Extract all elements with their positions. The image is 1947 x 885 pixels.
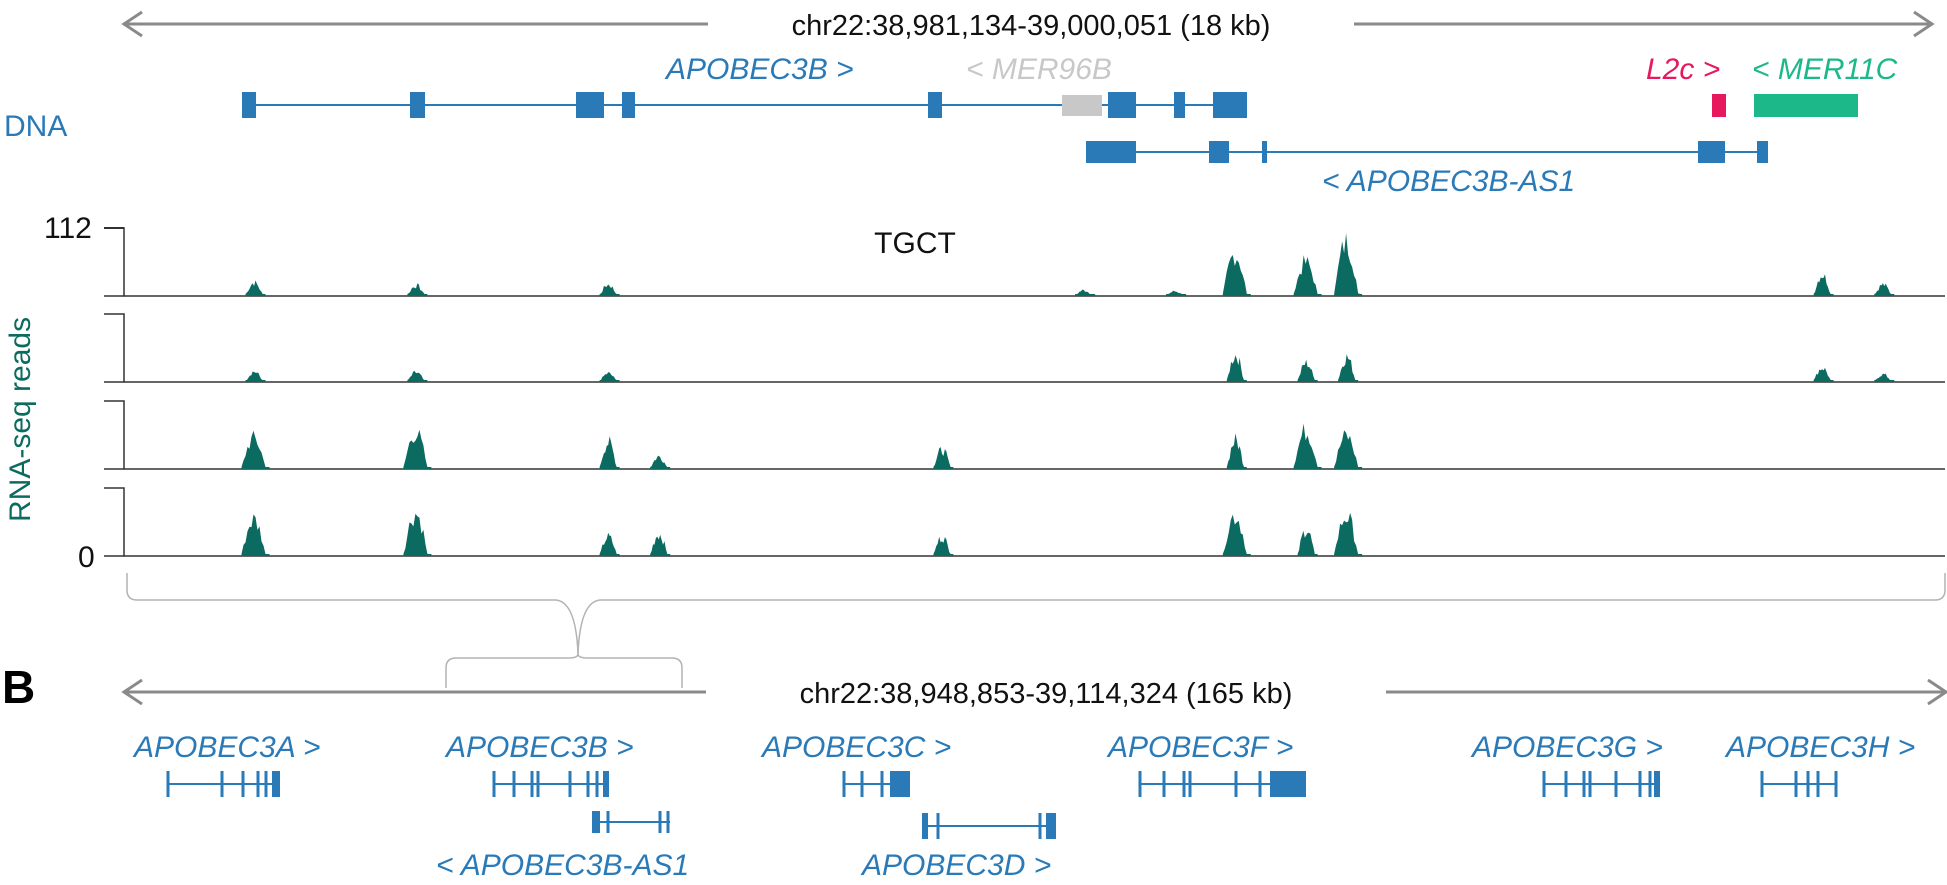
coverage-peak <box>1334 233 1363 296</box>
coverage-track-2 <box>104 313 1945 383</box>
apobec3b-as1-gene-model <box>1086 141 1768 163</box>
gene-label-apobec3a: APOBEC3A > <box>132 731 320 764</box>
coverage-peak <box>241 514 270 556</box>
region-a-label: chr22:38,981,134-39,000,051 (18 kb) <box>792 10 1271 42</box>
coverage-peak <box>1226 355 1247 382</box>
coverage-peak <box>1075 289 1096 296</box>
coverage-peak <box>650 534 671 556</box>
coverage-track-4 <box>104 487 1945 557</box>
coverage-peak <box>1874 373 1895 382</box>
coverage-track-3 <box>104 400 1945 470</box>
coverage-peak <box>1334 512 1363 556</box>
apobec3b-label: APOBEC3B > <box>664 53 854 86</box>
l2c-label: L2c > <box>1646 53 1720 86</box>
coverage-peak <box>1334 430 1363 469</box>
coverage-peak <box>407 370 428 382</box>
zoom-bracket <box>126 573 1946 688</box>
gene-model-apobec3g <box>1542 771 1660 797</box>
gene-label-apobec3d: APOBEC3D > <box>860 849 1051 882</box>
gene-model-apobec3b <box>492 771 609 797</box>
region-a-arrow <box>121 10 1935 38</box>
mer11c-label: < MER11C <box>1752 53 1898 86</box>
coverage-peak <box>241 430 270 469</box>
track-title: TGCT <box>874 227 956 260</box>
panel-b-letter: B <box>2 661 35 713</box>
coverage-peak <box>403 429 432 469</box>
gene-label-apobec3g: APOBEC3G > <box>1470 731 1663 764</box>
gene-model-apobec3c <box>842 771 910 797</box>
coverage-peak <box>1297 359 1318 382</box>
coverage-peak <box>1166 290 1187 296</box>
coverage-peak <box>933 536 954 556</box>
gene-label-apobec3h: APOBEC3H > <box>1724 731 1915 764</box>
coverage-peak <box>599 532 620 556</box>
mer96b-label: < MER96B <box>966 53 1112 86</box>
coverage-peak <box>1297 530 1318 556</box>
coverage-peak <box>1813 367 1834 382</box>
coverage-peak <box>245 371 266 382</box>
apobec3b-gene-model <box>242 92 1247 118</box>
track-axis <box>104 313 125 383</box>
gene-model-apobec3d <box>922 813 1056 839</box>
coverage-peak <box>1226 433 1247 469</box>
dna-label: DNA <box>4 110 67 143</box>
coverage-peak <box>1293 423 1322 469</box>
coverage-peak <box>403 513 432 556</box>
coverage-peak <box>650 455 671 469</box>
track-axis <box>104 400 125 470</box>
coverage-peak <box>1222 514 1251 556</box>
l2c-element <box>1712 94 1726 117</box>
apobec3b-as1-label: < APOBEC3B-AS1 <box>1322 165 1575 198</box>
gene-label-apobec3c: APOBEC3C > <box>760 731 951 764</box>
y-axis-min-label: 0 <box>78 541 95 574</box>
coverage-peak <box>1813 274 1834 296</box>
gene-model-apobec3a <box>166 771 280 797</box>
region-b-arrow <box>121 678 1947 706</box>
coverage-peak <box>407 283 428 296</box>
gene-label-apobec3f: APOBEC3F > <box>1106 731 1293 764</box>
coverage-peak <box>933 447 954 469</box>
rna-seq-tracks <box>104 227 1945 557</box>
coverage-peak <box>1338 354 1359 382</box>
coverage-peak <box>245 280 266 296</box>
rna-seq-reads-label: RNA-seq reads <box>4 317 37 522</box>
track-axis <box>104 227 125 297</box>
coverage-peak <box>1293 255 1322 296</box>
coverage-peak <box>599 372 620 382</box>
y-axis-max-label: 112 <box>44 212 92 245</box>
gene-model-apobec3b-as1 <box>592 811 670 833</box>
mer11c-element <box>1754 94 1858 117</box>
gene-model-apobec3h <box>1760 771 1838 797</box>
coverage-track-1 <box>104 227 1945 297</box>
mer96b-element <box>1062 95 1102 116</box>
gene-label-apobec3b-as1: < APOBEC3B-AS1 <box>436 849 689 882</box>
coverage-peak <box>1874 283 1895 296</box>
gene-label-apobec3b: APOBEC3B > <box>444 731 634 764</box>
track-axis <box>104 487 125 557</box>
gene-model-apobec3f <box>1138 771 1306 797</box>
coverage-peak <box>1222 255 1251 296</box>
region-b-label: chr22:38,948,853-39,114,324 (165 kb) <box>800 678 1293 710</box>
coverage-peak <box>599 284 620 296</box>
coverage-peak <box>599 436 620 469</box>
